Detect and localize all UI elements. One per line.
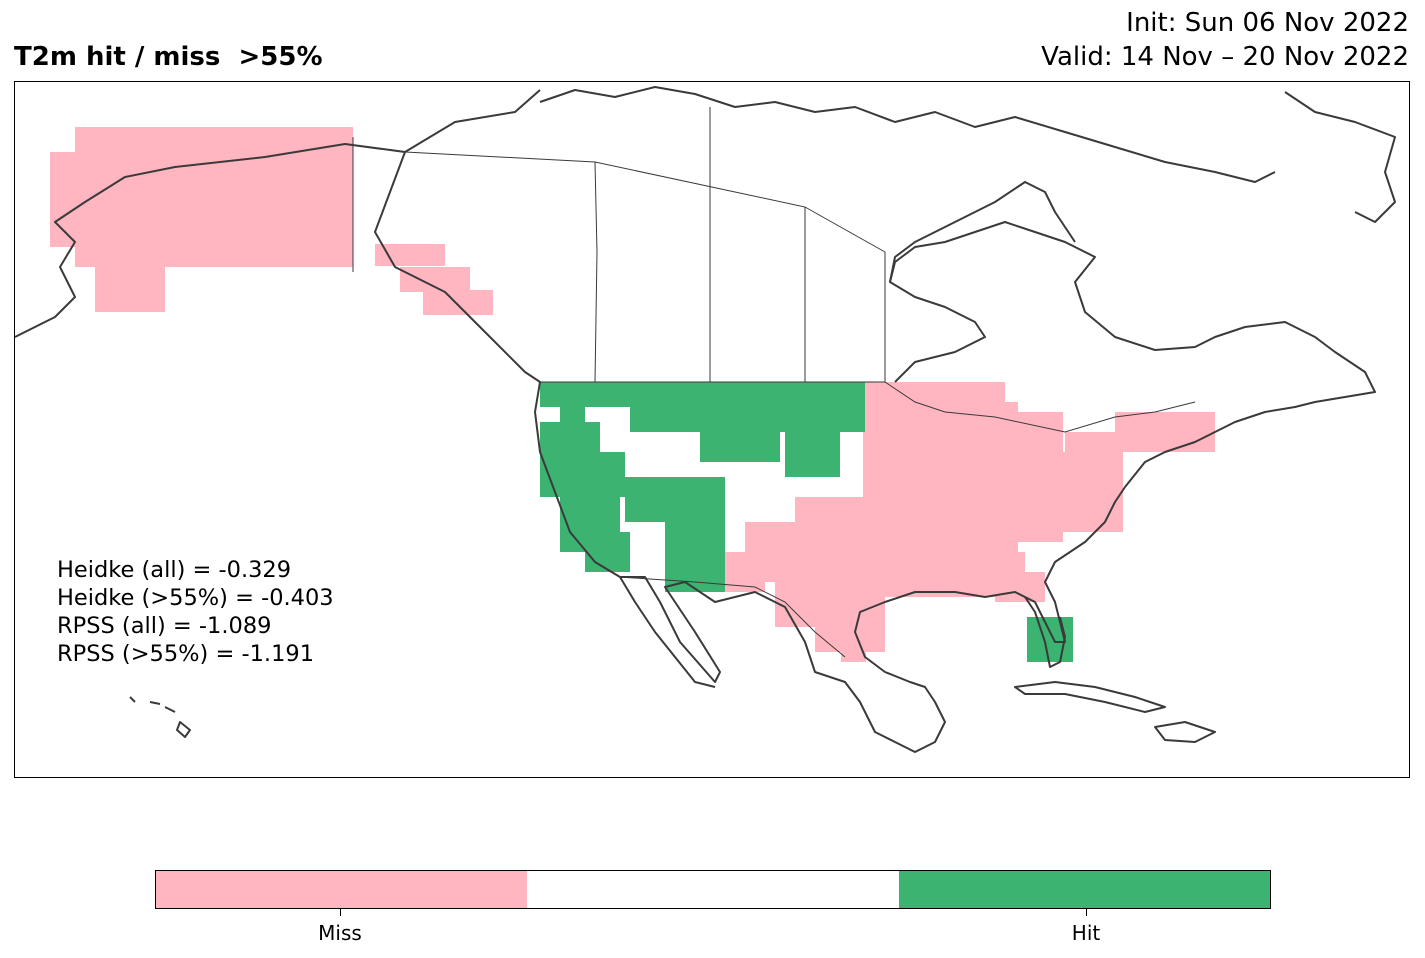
colorbar-miss-segment	[156, 871, 528, 908]
miss-cell	[1063, 452, 1123, 532]
colorbar-label-miss: Miss	[318, 921, 362, 945]
hit-cell	[785, 422, 840, 477]
hit-cell	[700, 422, 780, 462]
hit-cell	[560, 407, 585, 422]
heidke-55-score: Heidke (>55%) = -0.403	[57, 585, 334, 611]
hawaii-islands	[129, 696, 191, 738]
chart-title: T2m hit / miss >55%	[14, 42, 323, 72]
province-borders	[404, 107, 886, 383]
miss-cell	[995, 572, 1045, 602]
miss-cell	[863, 402, 1018, 577]
colorbar-tick-miss	[340, 909, 341, 916]
north-america-coastline	[15, 89, 1376, 753]
colorbar	[155, 870, 1271, 909]
cuba-coastline	[1014, 681, 1166, 713]
political-borders	[352, 107, 1196, 658]
rpss-all-score: RPSS (all) = -1.089	[57, 613, 272, 639]
miss-cell	[423, 290, 493, 315]
init-date-label: Init: Sun 06 Nov 2022	[1126, 8, 1409, 38]
valid-period-label: Valid: 14 Nov – 20 Nov 2022	[1041, 42, 1409, 72]
coastlines	[15, 86, 1396, 753]
arctic-islands	[539, 86, 1396, 223]
colorbar-neutral-segment	[527, 871, 899, 908]
map-panel	[14, 81, 1410, 778]
skill-scores: Heidke (all) = -0.329 Heidke (>55%) = -0…	[57, 556, 334, 668]
colorbar-hit-segment	[898, 871, 1270, 908]
hudson-bay-coastline	[889, 181, 1076, 283]
us-canada-border	[540, 381, 1196, 433]
miss-cell	[400, 267, 470, 292]
miss-cell	[1115, 412, 1215, 437]
miss-cell	[75, 127, 353, 267]
miss-cell	[841, 642, 866, 662]
hit-cell	[585, 532, 630, 572]
hispaniola-coastline	[1154, 721, 1216, 743]
heidke-all-score: Heidke (all) = -0.329	[57, 557, 292, 583]
hit-cell	[540, 422, 600, 452]
miss-cell	[1018, 412, 1063, 542]
miss-cell	[375, 244, 445, 266]
hit-cell	[625, 477, 725, 522]
florida-coastline	[1024, 596, 1066, 668]
miss-cell	[50, 152, 75, 247]
hit-cell	[1027, 617, 1073, 662]
miss-cell	[795, 497, 865, 577]
map-canvas	[15, 86, 1396, 753]
baja-california-coastline	[619, 576, 716, 688]
rpss-55-score: RPSS (>55%) = -1.191	[57, 641, 315, 667]
us-mexico-border	[619, 576, 846, 658]
colorbar-label-hit: Hit	[1071, 921, 1101, 945]
hit-cell	[540, 452, 625, 497]
miss-cell	[865, 382, 1005, 402]
colorbar-tick-hit	[1086, 909, 1087, 916]
miss-cell	[95, 267, 165, 312]
